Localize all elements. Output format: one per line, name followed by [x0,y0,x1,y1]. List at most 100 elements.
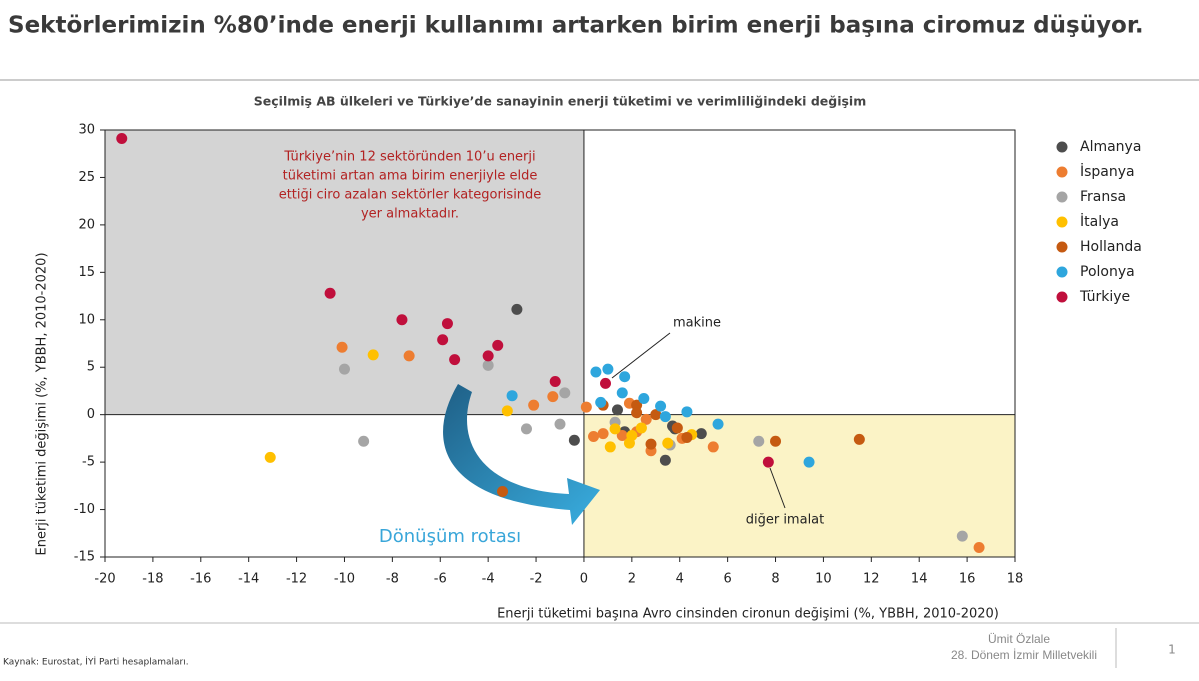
data-point [640,413,652,425]
x-tick-label: 10 [815,572,832,587]
y-tick-label: 5 [87,360,95,375]
legend-marker [1056,191,1068,203]
data-point [753,435,765,447]
x-axis-label: Enerji tüketimi başına Avro cinsinden ci… [497,607,999,622]
annotation: tüketimi artan ama birim enerjiyle elde [283,169,538,184]
chart-title: Seçilmiş AB ülkeleri ve Türkiye’de sanay… [254,94,866,109]
data-point [600,377,611,389]
quadrant-shade [583,414,1015,557]
data-point [492,339,504,351]
legend-marker [1056,166,1068,178]
data-point [619,371,631,383]
data-point [482,350,494,362]
data-point [497,486,509,498]
data-point [695,428,707,440]
data-point [659,454,671,466]
annotation: diğer imalat [746,513,825,528]
data-point [635,422,647,434]
data-point [367,349,379,361]
data-point [511,303,523,315]
x-tick-label: 4 [676,572,684,587]
data-point [338,363,350,375]
data-point [568,434,580,446]
annotation: ettiği ciro azalan sektörler kategorisin… [279,188,542,203]
data-point [650,409,662,421]
data-point [528,399,540,411]
y-tick-label: 0 [87,407,95,422]
data-point [631,407,643,419]
data-point [655,400,667,412]
x-tick-label: 6 [723,572,731,587]
y-tick-label: 30 [78,123,95,138]
data-point [501,405,513,417]
data-point [506,390,518,402]
data-point [671,422,683,434]
legend-marker [1056,216,1068,228]
plot-frame [104,129,1016,558]
data-point [597,428,609,440]
data-point [441,318,453,330]
data-point [547,391,559,403]
source: Kaynak: Eurostat, İYİ Parti hesaplamalar… [3,657,189,668]
legend-label: Almanya [1080,139,1141,155]
x-tick-label: -12 [286,572,307,587]
data-point [403,350,415,362]
data-point [595,396,607,408]
data-point [609,423,621,435]
data-point [626,430,638,442]
x-tick-label: 18 [1007,572,1024,587]
data-point [956,530,968,542]
slide-title: Sektörlerimizin %80’inde enerji kullanım… [8,13,1144,39]
data-point [358,435,370,447]
data-point [559,387,571,399]
data-point [590,366,602,378]
page-number: 1 [1168,643,1176,657]
legend-label: Türkiye [1079,289,1130,305]
data-point [588,430,600,442]
x-tick-label: 16 [959,572,976,587]
annotation: Türkiye’nin 12 sektöründen 10’u enerji [283,150,535,165]
x-tick-label: -8 [386,572,399,587]
data-point [631,399,643,411]
x-tick-label: -20 [94,572,115,587]
x-tick-label: -6 [434,572,447,587]
x-tick-label: 2 [628,572,636,587]
annotation: makine [673,316,721,331]
y-tick-label: 15 [78,265,95,280]
legend-label: Fransa [1080,189,1126,205]
data-point [762,456,774,468]
x-tick-label: 12 [863,572,880,587]
data-point [707,441,719,453]
data-point [604,441,616,453]
data-point [616,387,628,399]
x-tick-label: -2 [530,572,543,587]
x-tick-label: -18 [142,572,163,587]
legend-label: İspanya [1080,162,1135,180]
data-point [803,456,815,468]
x-tick-label: -10 [334,572,355,587]
data-point [264,451,276,463]
data-point [549,375,561,387]
data-point [662,437,674,449]
data-point [853,433,865,445]
leader-line [611,332,671,379]
data-point [554,418,566,430]
legend-marker [1056,266,1068,278]
y-axis-label: Enerji tüketimi değişimi (%, YBBH, 2010-… [35,252,50,555]
legend-label: Polonya [1080,264,1135,280]
data-point [659,411,671,423]
data-point [645,438,657,450]
plot: -20 -18 -16 -14 -12 -10 -8 -6 -4 -2 0 2 4 6 8 10 12 14 16 1… [74,123,1142,587]
data-point [520,423,532,435]
x-tick-label: 8 [771,572,779,587]
data-point [580,401,592,413]
data-point [638,393,650,405]
data-point [396,314,408,326]
y-tick-label: -15 [74,550,95,565]
annotation: yer almaktadır. [361,207,459,222]
data-point [712,418,724,430]
x-tick-label: -14 [238,572,259,587]
x-tick-label: 0 [580,572,588,587]
data-point [324,287,336,299]
